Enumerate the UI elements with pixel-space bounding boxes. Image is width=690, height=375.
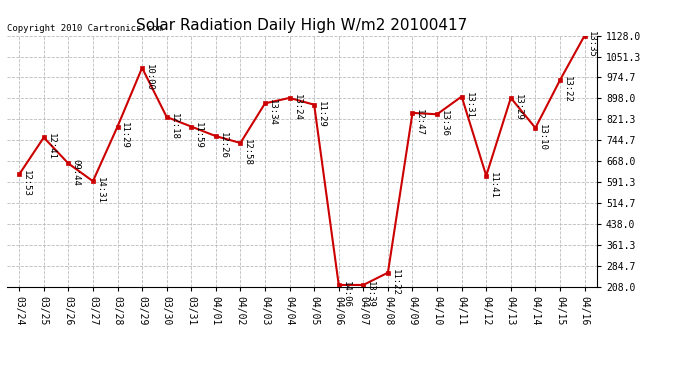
Text: 12:26: 12:26 bbox=[219, 132, 228, 159]
Text: 13:29: 13:29 bbox=[513, 94, 522, 121]
Text: 13:39: 13:39 bbox=[366, 281, 375, 308]
Title: Solar Radiation Daily High W/m2 20100417: Solar Radiation Daily High W/m2 20100417 bbox=[136, 18, 468, 33]
Text: 13:22: 13:22 bbox=[563, 76, 572, 103]
Text: 13:35: 13:35 bbox=[587, 32, 596, 58]
Text: 11:41: 11:41 bbox=[489, 171, 498, 198]
Text: 12:41: 12:41 bbox=[46, 134, 56, 160]
Text: 13:36: 13:36 bbox=[440, 110, 449, 137]
Text: 13:10: 13:10 bbox=[538, 124, 547, 151]
Text: 13:34: 13:34 bbox=[268, 99, 277, 126]
Text: 12:58: 12:58 bbox=[243, 139, 253, 166]
Text: 11:22: 11:22 bbox=[391, 268, 400, 296]
Text: 12:18: 12:18 bbox=[170, 113, 179, 140]
Text: 09:44: 09:44 bbox=[71, 159, 80, 186]
Text: 14:06: 14:06 bbox=[342, 281, 351, 308]
Text: 11:29: 11:29 bbox=[317, 100, 326, 128]
Text: 13:31: 13:31 bbox=[464, 92, 473, 119]
Text: 12:53: 12:53 bbox=[22, 170, 31, 197]
Text: 11:29: 11:29 bbox=[120, 122, 129, 149]
Text: 12:47: 12:47 bbox=[415, 109, 424, 136]
Text: 13:24: 13:24 bbox=[293, 94, 302, 121]
Text: 14:31: 14:31 bbox=[96, 177, 105, 204]
Text: 11:59: 11:59 bbox=[194, 122, 203, 149]
Text: 10:00: 10:00 bbox=[145, 64, 154, 90]
Text: Copyright 2010 Cartronics.com: Copyright 2010 Cartronics.com bbox=[7, 24, 163, 33]
